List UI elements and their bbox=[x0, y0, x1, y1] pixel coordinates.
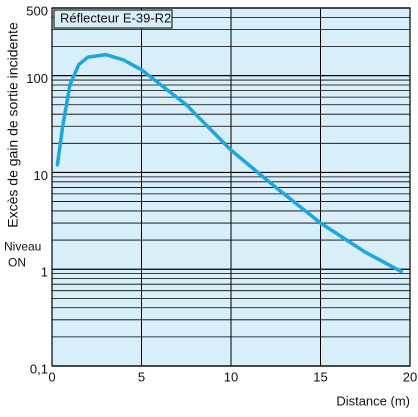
data-line bbox=[55, 52, 403, 274]
plot-frame bbox=[51, 7, 411, 367]
y-tick-label: 10 bbox=[34, 168, 48, 183]
title-box bbox=[53, 9, 173, 29]
y-tick-label: 1 bbox=[41, 265, 48, 280]
annotation: Niveau bbox=[4, 239, 41, 253]
x-axis-label: Distance (m) bbox=[336, 393, 410, 408]
x-tick-label: 10 bbox=[224, 369, 238, 384]
y-tick-label: 100 bbox=[26, 71, 48, 86]
x-tick-label: 20 bbox=[403, 369, 417, 384]
y-tick-label: 0,1 bbox=[30, 361, 48, 376]
annotation: ON bbox=[8, 255, 26, 269]
x-tick-label: 0 bbox=[48, 369, 55, 384]
x-tick-label: 15 bbox=[313, 369, 327, 384]
y-axis-label: Excès de gain de sortie incidente bbox=[5, 22, 21, 228]
y-tick-label: 500 bbox=[26, 3, 48, 18]
x-tick-label: 5 bbox=[138, 369, 145, 384]
chart-title: Réflecteur E-39-R2 bbox=[60, 10, 171, 25]
